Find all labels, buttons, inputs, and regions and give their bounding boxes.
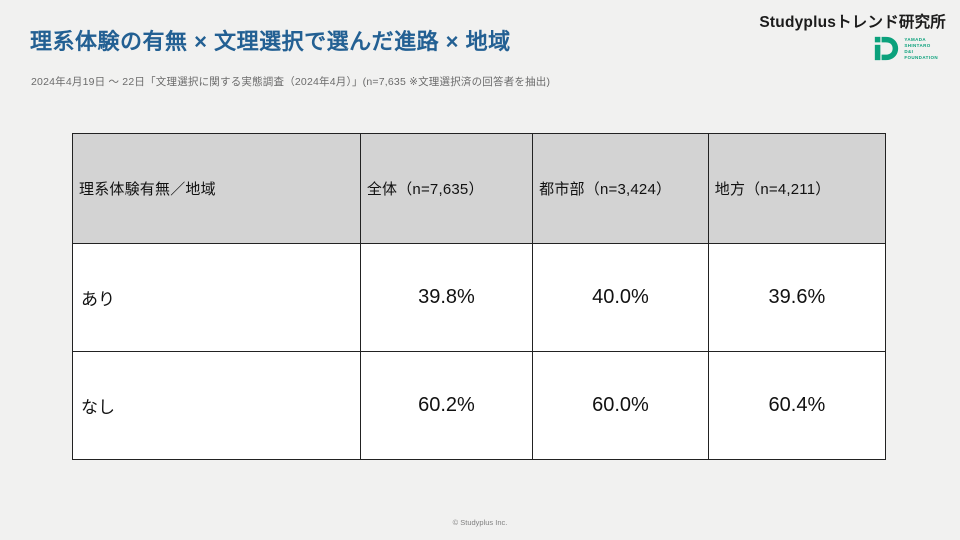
row-label-no: なし — [72, 351, 361, 460]
page-title: 理系体験の有無 × 文理選択で選んだ進路 × 地域 — [30, 29, 511, 54]
value-no-urban: 60.0% — [532, 351, 709, 460]
value-yes-rural: 39.6% — [707, 243, 887, 352]
header-urban: 都市部（n=3,424） — [532, 133, 709, 244]
foundation-logo: YAMADA SHINTARO D&I FOUNDATION — [873, 35, 938, 62]
foundation-line: YAMADA — [904, 37, 927, 42]
table-row: なし 60.2% 60.0% 60.4% — [72, 351, 887, 460]
header-category: 理系体験有無／地域 — [72, 133, 361, 244]
value-yes-total: 39.8% — [359, 243, 534, 352]
foundation-text: YAMADA SHINTARO D&I FOUNDATION — [904, 37, 938, 60]
foundation-id-icon — [875, 36, 899, 61]
studyplus-brand-text: Studyplusトレンド研究所 — [759, 14, 946, 31]
brand-logo: Studyplusトレンド研究所 YAMADA SHINTARO D&I FOU… — [759, 10, 946, 62]
foundation-line: SHINTARO — [904, 43, 931, 48]
foundation-line: D&I — [904, 49, 914, 54]
copyright-footer: © Studyplus Inc. — [452, 518, 508, 527]
foundation-line: FOUNDATION — [904, 55, 938, 60]
value-no-rural: 60.4% — [707, 351, 887, 460]
survey-table: 理系体験有無／地域 全体（n=7,635） 都市部（n=3,424） 地方（n=… — [72, 133, 887, 460]
survey-table-container: 理系体験有無／地域 全体（n=7,635） 都市部（n=3,424） 地方（n=… — [72, 133, 887, 460]
header-rural: 地方（n=4,211） — [707, 133, 887, 244]
table-row: あり 39.8% 40.0% 39.6% — [72, 243, 887, 352]
value-yes-urban: 40.0% — [532, 243, 709, 352]
value-no-total: 60.2% — [359, 351, 534, 460]
row-label-yes: あり — [72, 243, 361, 352]
table-header-row: 理系体験有無／地域 全体（n=7,635） 都市部（n=3,424） 地方（n=… — [72, 133, 887, 244]
header-total: 全体（n=7,635） — [359, 133, 534, 244]
survey-source-note: 2024年4月19日 〜 22日「文理選択に関する実態調査（2024年4月）」(… — [31, 76, 551, 88]
